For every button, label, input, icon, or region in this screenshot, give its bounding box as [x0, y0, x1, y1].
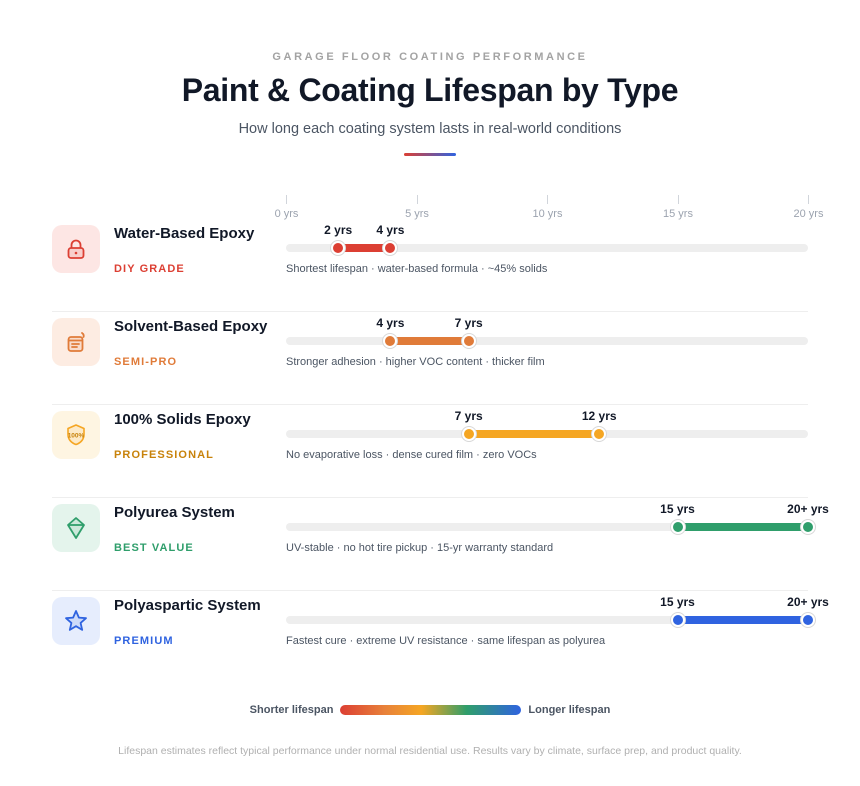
max-value-label: 20+ yrs — [787, 595, 829, 609]
lifespan-range-bar — [677, 616, 808, 624]
coating-note: Stronger adhesion · higher VOC content ·… — [286, 356, 545, 368]
coating-name: Polyurea System — [114, 504, 235, 521]
coating-note: UV-stable · no hot tire pickup · 15-yr w… — [286, 542, 554, 554]
row-divider — [52, 590, 808, 591]
lifespan-range-bar — [390, 337, 469, 345]
coating-icon-box — [52, 597, 100, 645]
axis-tick — [416, 195, 418, 204]
coating-row: Water-Based Epoxy DIY GRADE 2 yrs 4 yrs … — [52, 219, 808, 312]
x-axis: 0 yrs 5 yrs 10 yrs 15 yrs 20 yrs — [275, 195, 823, 225]
paint-can-icon — [63, 329, 89, 355]
chart-title: Paint & Coating Lifespan by Type — [181, 72, 679, 108]
lifespan-range-bar — [677, 523, 808, 531]
footnote: Lifespan estimates reflect typical perfo… — [118, 745, 742, 757]
grade-badge: PREMIUM — [114, 635, 174, 647]
star-icon — [63, 608, 89, 634]
coating-row: Polyurea System BEST VALUE 15 yrs 20+ yr… — [52, 498, 829, 591]
max-marker — [801, 613, 815, 627]
grade-badge: BEST VALUE — [114, 542, 194, 554]
lifespan-track: 15 yrs 20+ yrs Fastest cure · extreme UV… — [286, 591, 829, 684]
max-value-label: 7 yrs — [454, 316, 483, 330]
min-marker — [461, 427, 476, 441]
coating-name: Solvent-Based Epoxy — [114, 318, 268, 335]
max-value-label: 20+ yrs — [787, 502, 829, 516]
row-divider — [52, 497, 808, 498]
min-marker — [670, 613, 685, 627]
axis-tick — [677, 195, 679, 204]
color-legend: Shorter lifespan Longer lifespan — [0, 704, 860, 716]
min-marker — [331, 241, 346, 255]
legend-right-label: Longer lifespan — [528, 704, 611, 716]
min-value-label: 2 yrs — [324, 223, 353, 237]
max-marker — [461, 334, 476, 348]
shield-100-icon: 100% — [63, 422, 89, 448]
coating-note: Fastest cure · extreme UV resistance · s… — [286, 635, 606, 647]
coating-row: Solvent-Based Epoxy SEMI-PRO 4 yrs 7 yrs… — [52, 312, 808, 405]
min-value-label: 15 yrs — [660, 502, 695, 516]
max-marker — [383, 241, 398, 255]
max-marker — [801, 520, 815, 534]
track-background — [286, 244, 808, 252]
min-value-label: 7 yrs — [454, 409, 483, 423]
row-divider — [52, 404, 808, 405]
track-background — [286, 523, 808, 531]
coating-row: 100% 100% Solids Epoxy PROFESSIONAL 7 yr… — [52, 405, 808, 498]
coating-name: Polyaspartic System — [114, 597, 261, 614]
min-value-label: 15 yrs — [660, 595, 695, 609]
coating-icon-box — [52, 225, 100, 273]
diamond-icon — [63, 515, 89, 541]
axis-tick-label: 15 yrs — [663, 208, 693, 220]
legend-gradient-bar — [340, 705, 522, 715]
max-marker — [592, 427, 607, 441]
accent-divider — [404, 153, 456, 156]
min-marker — [383, 334, 398, 348]
coating-name: 100% Solids Epoxy — [114, 411, 251, 428]
axis-tick — [286, 195, 287, 204]
legend-left-label: Shorter lifespan — [249, 704, 334, 716]
lifespan-track: 4 yrs 7 yrs Stronger adhesion · higher V… — [286, 312, 808, 405]
coating-icon-box: 100% — [52, 411, 100, 459]
track-background — [286, 616, 808, 624]
lifespan-track: 7 yrs 12 yrs No evaporative loss · dense… — [286, 405, 808, 498]
lock-icon — [63, 236, 89, 262]
axis-tick-label: 10 yrs — [532, 208, 563, 220]
eyebrow-label: GARAGE FLOOR COATING PERFORMANCE — [272, 51, 588, 63]
track-background — [286, 337, 808, 345]
lifespan-range-bar — [468, 430, 600, 438]
min-value-label: 4 yrs — [376, 316, 405, 330]
max-value-label: 12 yrs — [581, 409, 617, 423]
grade-badge: DIY GRADE — [114, 263, 185, 275]
lifespan-track: 2 yrs 4 yrs Shortest lifespan · water-ba… — [286, 219, 808, 312]
coating-icon-box — [52, 504, 100, 552]
lifespan-range-bar — [338, 244, 391, 252]
chart-subtitle: How long each coating system lasts in re… — [238, 121, 622, 137]
coating-note: Shortest lifespan · water-based formula … — [286, 263, 548, 275]
coating-name: Water-Based Epoxy — [114, 225, 255, 242]
axis-tick-label: 5 yrs — [405, 208, 429, 220]
row-divider — [52, 311, 808, 312]
lifespan-track: 15 yrs 20+ yrs UV-stable · no hot tire p… — [286, 498, 829, 591]
axis-tick-label: 0 yrs — [274, 208, 299, 220]
coating-note: No evaporative loss · dense cured film ·… — [286, 449, 537, 461]
coating-row: Polyaspartic System PREMIUM 15 yrs 20+ y… — [52, 591, 829, 684]
min-marker — [670, 520, 685, 534]
max-value-label: 4 yrs — [376, 223, 405, 237]
grade-badge: PROFESSIONAL — [114, 449, 214, 461]
svg-text:100%: 100% — [68, 433, 85, 440]
axis-tick — [547, 195, 548, 204]
grade-badge: SEMI-PRO — [114, 356, 178, 368]
axis-tick-label: 20 yrs — [793, 208, 824, 220]
coating-icon-box — [52, 318, 100, 366]
axis-tick — [808, 195, 809, 204]
